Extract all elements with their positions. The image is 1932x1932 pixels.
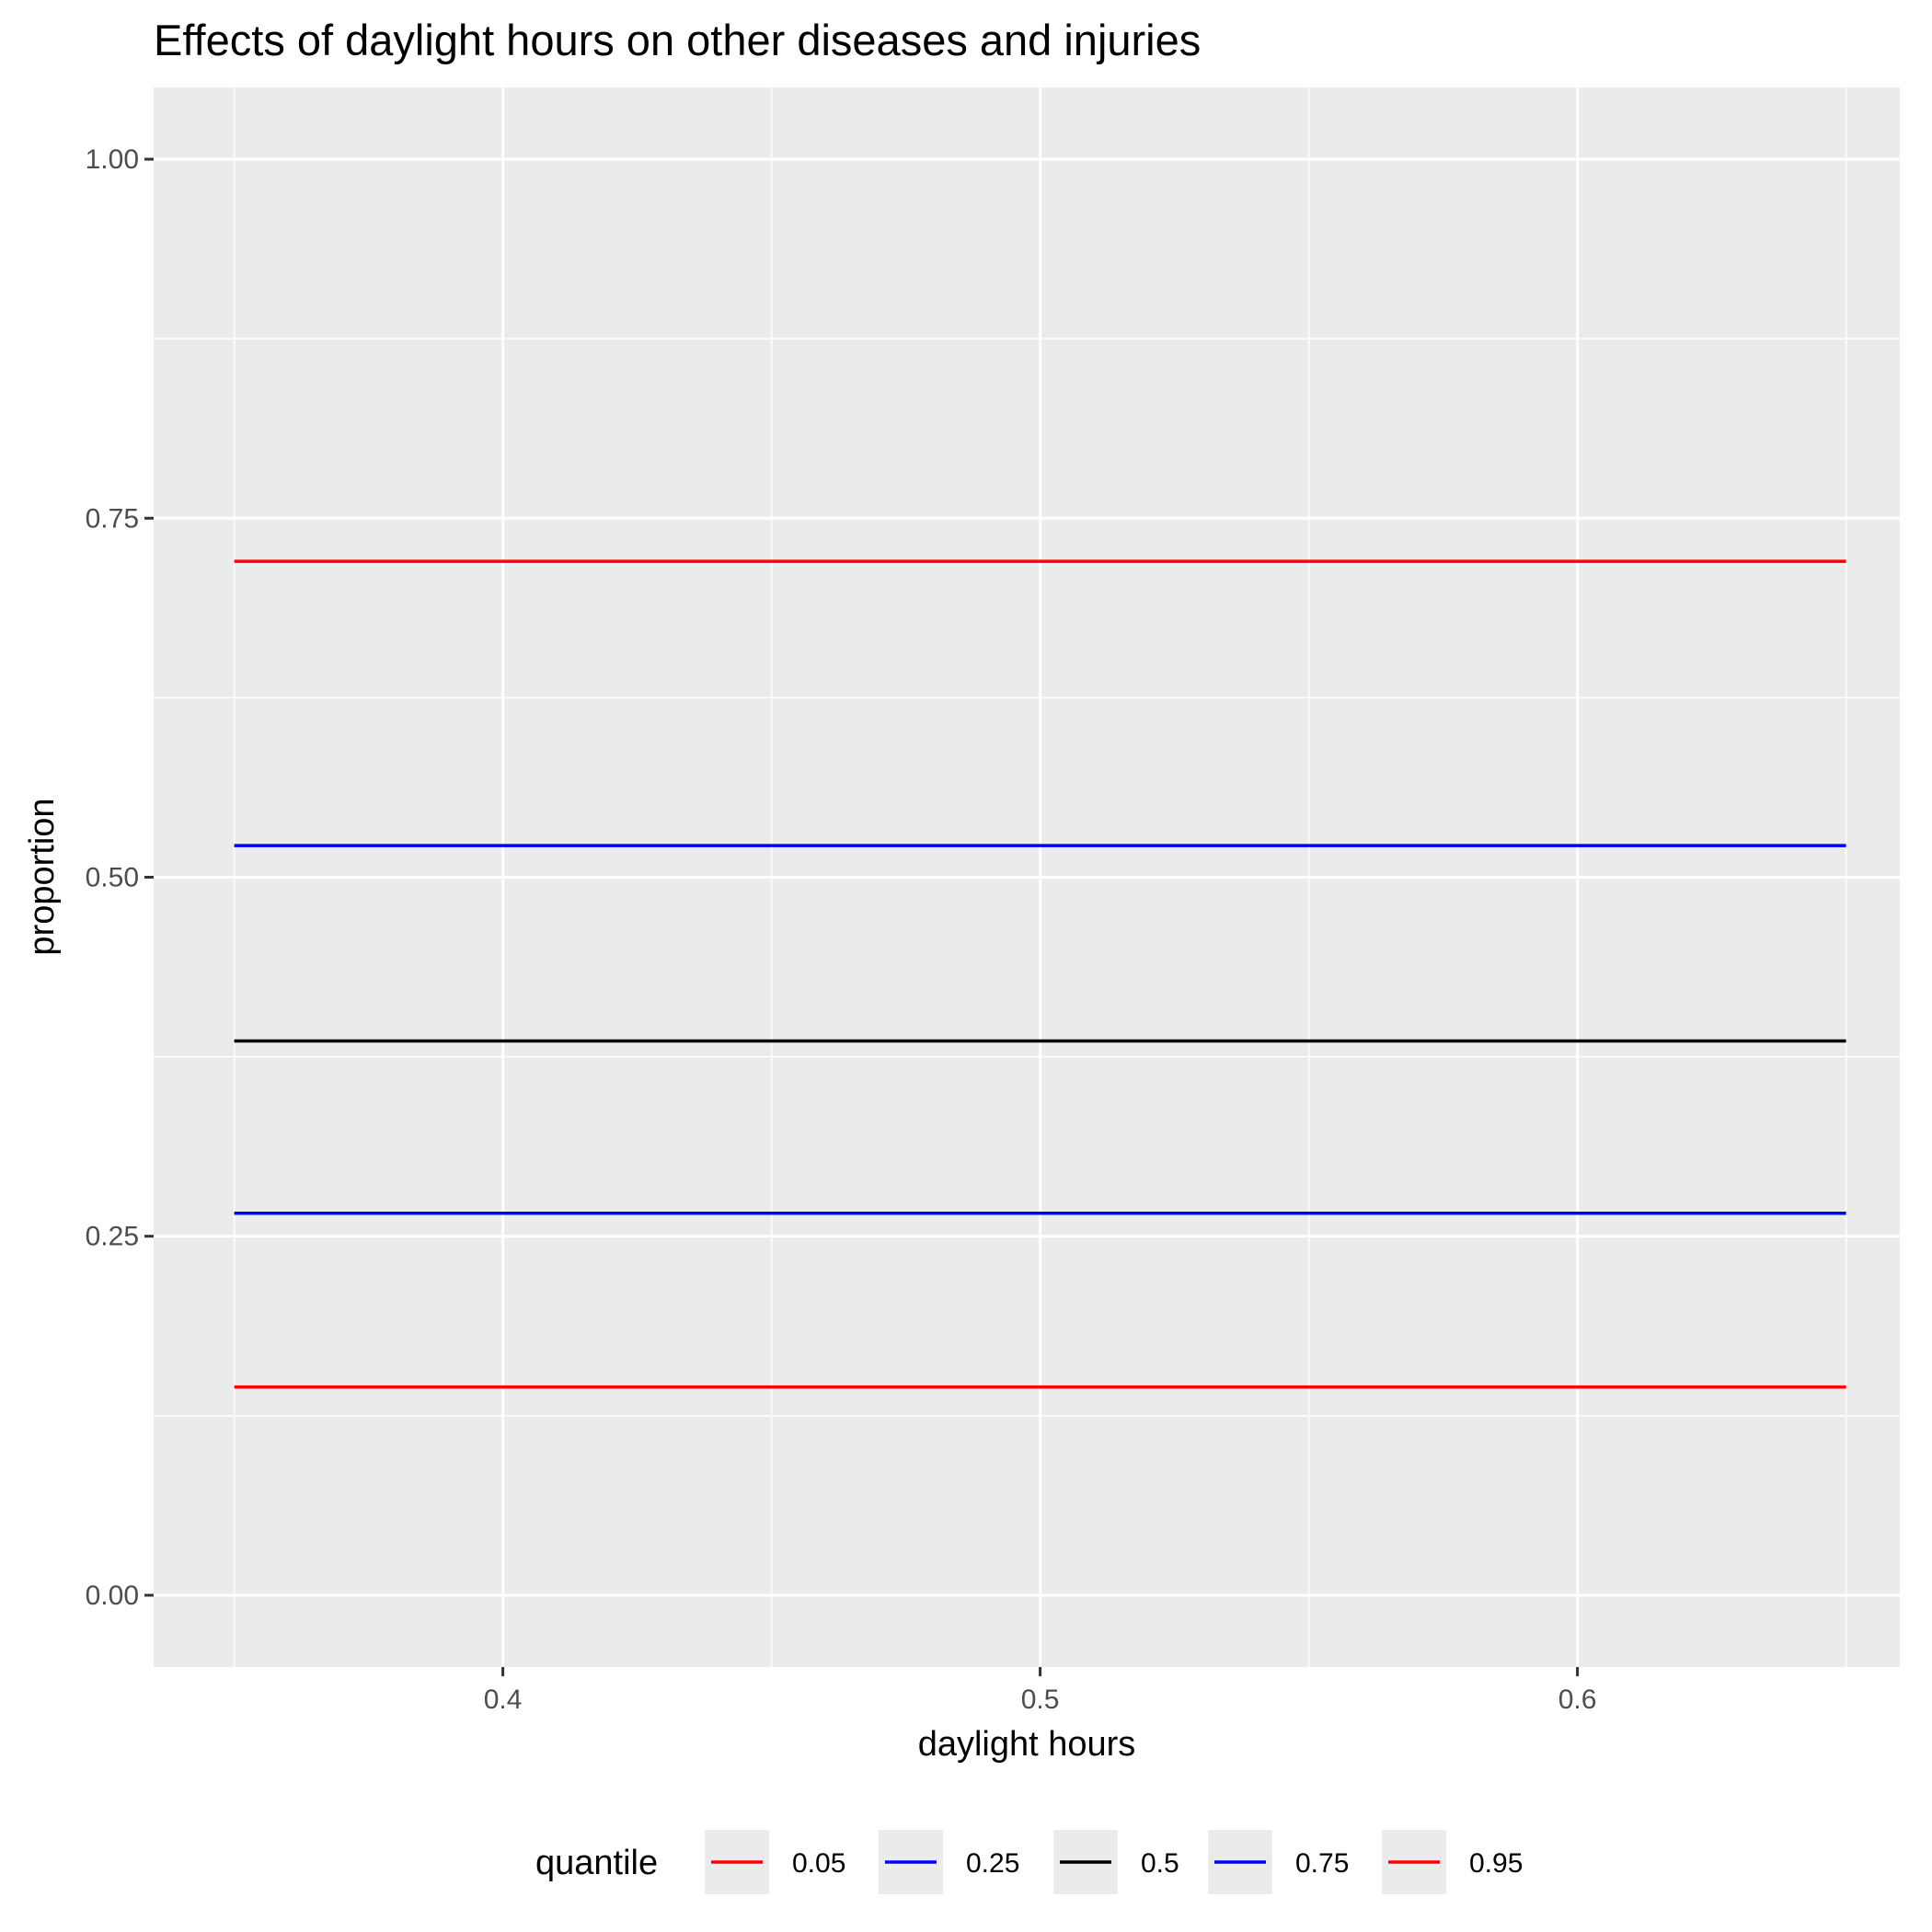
legend-items: 0.05 0.25 0.5 0.75 0.95 [705, 1830, 1523, 1894]
y-tick-label-3: 0.75 [86, 503, 139, 534]
series-lines [234, 559, 1846, 1389]
legend-label-0.75: 0.75 [1295, 1848, 1349, 1879]
legend-label-0.5: 0.5 [1141, 1848, 1179, 1879]
y-axis: 0.00 0.25 0.50 0.75 1.00 [86, 144, 154, 1611]
x-tick-label-0: 0.4 [484, 1685, 523, 1715]
x-tick-label-1: 0.5 [1021, 1685, 1060, 1715]
y-tick-label-0: 0.00 [86, 1581, 139, 1611]
x-axis-title: daylight hours [918, 1725, 1136, 1764]
grid-major [154, 87, 1900, 1667]
x-axis: 0.4 0.5 0.6 [484, 1667, 1597, 1715]
legend-label-0.05: 0.05 [792, 1848, 845, 1879]
x-tick-label-2: 0.6 [1558, 1685, 1597, 1715]
legend-label-0.95: 0.95 [1469, 1848, 1523, 1879]
y-tick-label-4: 1.00 [86, 144, 139, 175]
legend-title: quantile [535, 1844, 658, 1882]
y-tick-label-1: 0.25 [86, 1222, 139, 1252]
y-axis-title: proportion [23, 798, 62, 955]
y-tick-label-2: 0.50 [86, 863, 139, 893]
legend-label-0.25: 0.25 [966, 1848, 1019, 1879]
legend: quantile 0.05 0.25 0.5 0.75 0.95 [535, 1830, 1523, 1894]
chart-title: Effects of daylight hours on other disea… [154, 16, 1201, 64]
